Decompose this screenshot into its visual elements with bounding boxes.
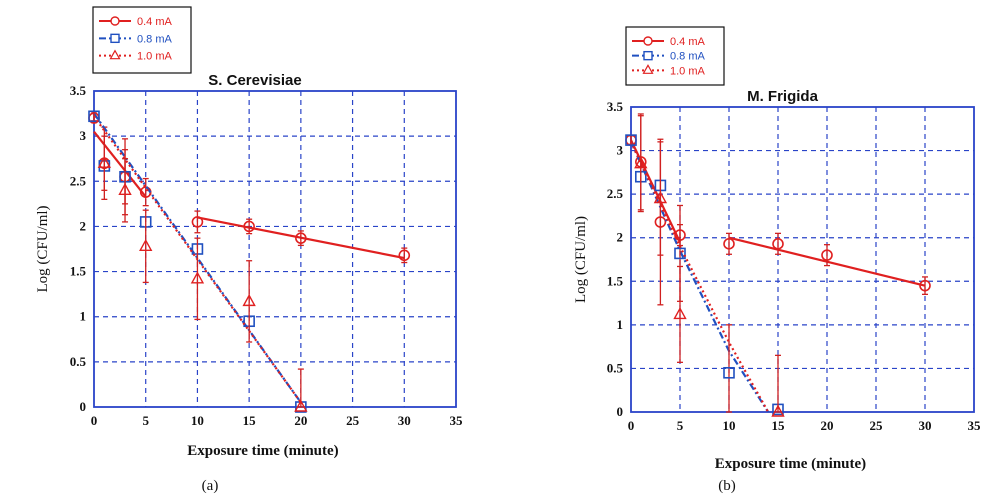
data-point-triangle [139,238,153,251]
y-tick-label: 2.5 [70,173,87,188]
data-point-triangle [97,155,112,168]
y-axis-label: Log (CFU/ml) [35,205,51,292]
x-tick-label: 30 [919,418,932,433]
data-point-circle [191,216,204,228]
series-0-4-ma [88,112,411,264]
data-point-triangle [634,156,648,169]
y-tick-label: 2 [80,218,87,233]
figure-caption: (b) [718,478,736,494]
x-axis-label: Exposure time (minute) [187,443,338,459]
data-point-square [723,366,735,379]
legend-label: 0.4 mA [137,16,173,28]
y-tick-label: 2.5 [607,186,624,201]
legend-label: 0.4 mA [670,36,706,48]
x-tick-label: 0 [91,413,98,428]
legend-square-icon [110,33,120,44]
chart-a: 0 5 10 15 20 25 30 35 0 0.5 1 1.5 2 2.5 3 3.5 S. Cerevis… [35,6,464,494]
legend-label: 1.0 mA [137,51,173,63]
x-tick-label: 15 [243,413,257,428]
data-point-triangle [673,306,687,320]
x-tick-label: 15 [772,418,786,433]
data-point-triangle [653,191,668,204]
x-tick-label: 35 [450,413,464,428]
y-tick-label: 1 [80,309,87,324]
y-tick-label: 0 [617,404,624,419]
data-point-circle [398,249,411,262]
x-tick-label: 20 [821,418,834,433]
plot-frame [93,90,457,408]
series-1-0-ma [630,115,785,417]
legend-circle-icon [110,16,120,26]
y-tick-label: 2 [617,230,624,245]
y-tick-label: 1 [617,317,624,332]
y-axis-label: Log (CFU/ml) [573,216,589,303]
data-point-triangle [771,404,785,417]
data-point-triangle [242,293,256,307]
data-point-circle [295,232,307,244]
legend-label: 0.8 mA [670,51,706,63]
y-tick-label: 3 [80,128,87,143]
x-tick-label: 0 [628,418,635,433]
x-tick-label: 25 [346,413,360,428]
plot-frame [630,106,975,413]
data-point-circle [821,249,833,261]
legend: 0.4 mA 0.8 mA 1.0 mA [92,6,192,74]
fit-line [93,130,147,198]
fit-line [93,112,302,404]
x-tick-label: 35 [968,418,982,433]
series-1-0-ma [93,115,308,412]
data-point-circle [723,238,735,250]
data-point-triangle [118,182,132,196]
x-tick-label: 5 [142,413,149,428]
data-point-square [625,134,637,146]
y-tick-label: 0.5 [70,354,87,369]
legend-square-icon [643,50,653,61]
data-point-square [88,110,100,123]
legend-box [92,6,192,74]
legend-triangle-icon [642,64,654,74]
y-tick-label: 3.5 [607,99,624,114]
x-tick-label: 5 [677,418,684,433]
data-point-square [674,247,686,260]
chart-title: S. Cerevisiae [208,72,301,89]
x-axis-label: Exposure time (minute) [715,456,866,472]
y-tick-label: 1.5 [70,264,87,279]
legend-triangle-icon [109,49,121,60]
figure-caption: (a) [202,478,219,494]
y-tick-label: 0.5 [607,360,624,375]
y-tick-label: 0 [80,399,87,414]
legend-label: 1.0 mA [670,65,706,77]
legend-circle-icon [643,36,653,46]
series-0-8-ma [625,134,784,416]
fit-line [629,141,770,413]
y-tick-label: 3 [617,143,624,158]
data-point-circle [919,279,931,292]
data-point-triangle [190,271,205,284]
x-tick-label: 20 [294,413,307,428]
x-tick-label: 10 [191,413,204,428]
y-tick-label: 3.5 [70,83,87,98]
x-tick-label: 30 [398,413,411,428]
chart-title: M. Frigida [747,88,818,105]
chart-b: 0 5 10 15 20 25 30 35 0 0.5 1 1.5 2 2.5 3 3.5 M. Frigida… [573,26,982,494]
data-point-circle [772,238,784,250]
x-tick-label: 25 [870,418,884,433]
x-tick-label: 10 [723,418,736,433]
data-point-triangle [294,399,308,412]
legend: 0.4 mA 0.8 mA 1.0 mA [625,26,725,86]
data-point-circle [243,220,255,233]
legend-label: 0.8 mA [137,33,173,45]
y-tick-label: 1.5 [607,273,624,288]
